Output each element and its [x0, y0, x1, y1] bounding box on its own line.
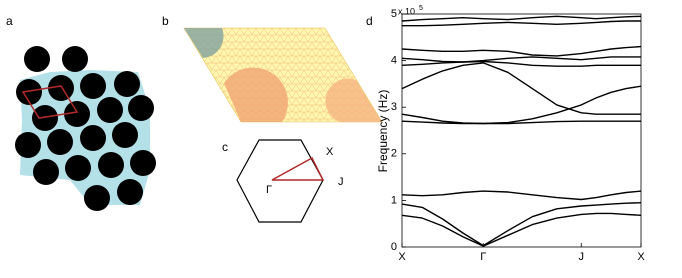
- scatterer: [112, 122, 138, 148]
- panel-label: a: [6, 14, 13, 28]
- band-line: [401, 15, 642, 22]
- band-line: [401, 190, 642, 201]
- panel-label: d: [366, 14, 373, 28]
- panel-label: c: [222, 140, 228, 154]
- brillouin-zone: [236, 139, 324, 223]
- scatterer: [114, 71, 140, 97]
- y-multiplier-exponent: 5: [419, 5, 423, 12]
- y-tick-label: 3: [391, 101, 397, 113]
- scatterer: [80, 73, 106, 99]
- scatterer: [84, 185, 110, 211]
- point-label: Γ: [266, 184, 272, 196]
- scatterer: [128, 95, 154, 121]
- y-tick-label: 0: [391, 241, 397, 253]
- irreducible-zone: [271, 156, 325, 181]
- scatterer: [130, 150, 156, 176]
- scatterer: [32, 105, 58, 131]
- band-line: [401, 60, 641, 67]
- band-line: [401, 45, 642, 57]
- x-tick-label: X: [637, 251, 645, 263]
- point-label: J: [338, 176, 344, 188]
- x-tick-label: Γ: [480, 251, 486, 263]
- scatterer: [33, 159, 59, 185]
- plot-frame: [401, 13, 642, 248]
- y-axis-label: Frequency (Hz): [376, 90, 390, 173]
- band-line: [401, 202, 642, 247]
- unit-cell: [21, 85, 79, 119]
- mesh-corner: [325, 78, 382, 122]
- point-label: X: [326, 146, 334, 158]
- scatterer-group: [15, 46, 156, 211]
- y-tick-label: 4: [391, 55, 397, 67]
- mesh-corner: [184, 28, 224, 58]
- band-line: [401, 62, 641, 115]
- band-line: [401, 120, 641, 125]
- y-tick-label: 1: [391, 194, 397, 206]
- scatterer: [117, 179, 143, 205]
- band-line: [401, 85, 642, 125]
- y-tick-label: 5: [391, 8, 397, 20]
- scatterer: [15, 132, 41, 158]
- y-multiplier: x 10: [398, 6, 415, 16]
- scatterer: [48, 75, 74, 101]
- scatterer: [47, 129, 73, 155]
- scatterer: [64, 101, 90, 127]
- scatterer: [16, 79, 42, 105]
- band-line: [401, 56, 641, 63]
- band-line: [402, 20, 641, 27]
- panel-label: b: [162, 14, 169, 28]
- scatterer: [97, 97, 123, 123]
- scatterer: [98, 152, 124, 178]
- scatterer: [62, 46, 88, 72]
- x-tick-label: J: [579, 251, 585, 263]
- scatterer: [80, 125, 106, 151]
- x-tick-label: X: [398, 251, 406, 263]
- scatterer: [24, 46, 50, 72]
- scatterer: [65, 155, 91, 181]
- y-tick-label: 2: [391, 148, 397, 160]
- mesh-corner: [224, 67, 288, 122]
- band-line: [401, 212, 642, 247]
